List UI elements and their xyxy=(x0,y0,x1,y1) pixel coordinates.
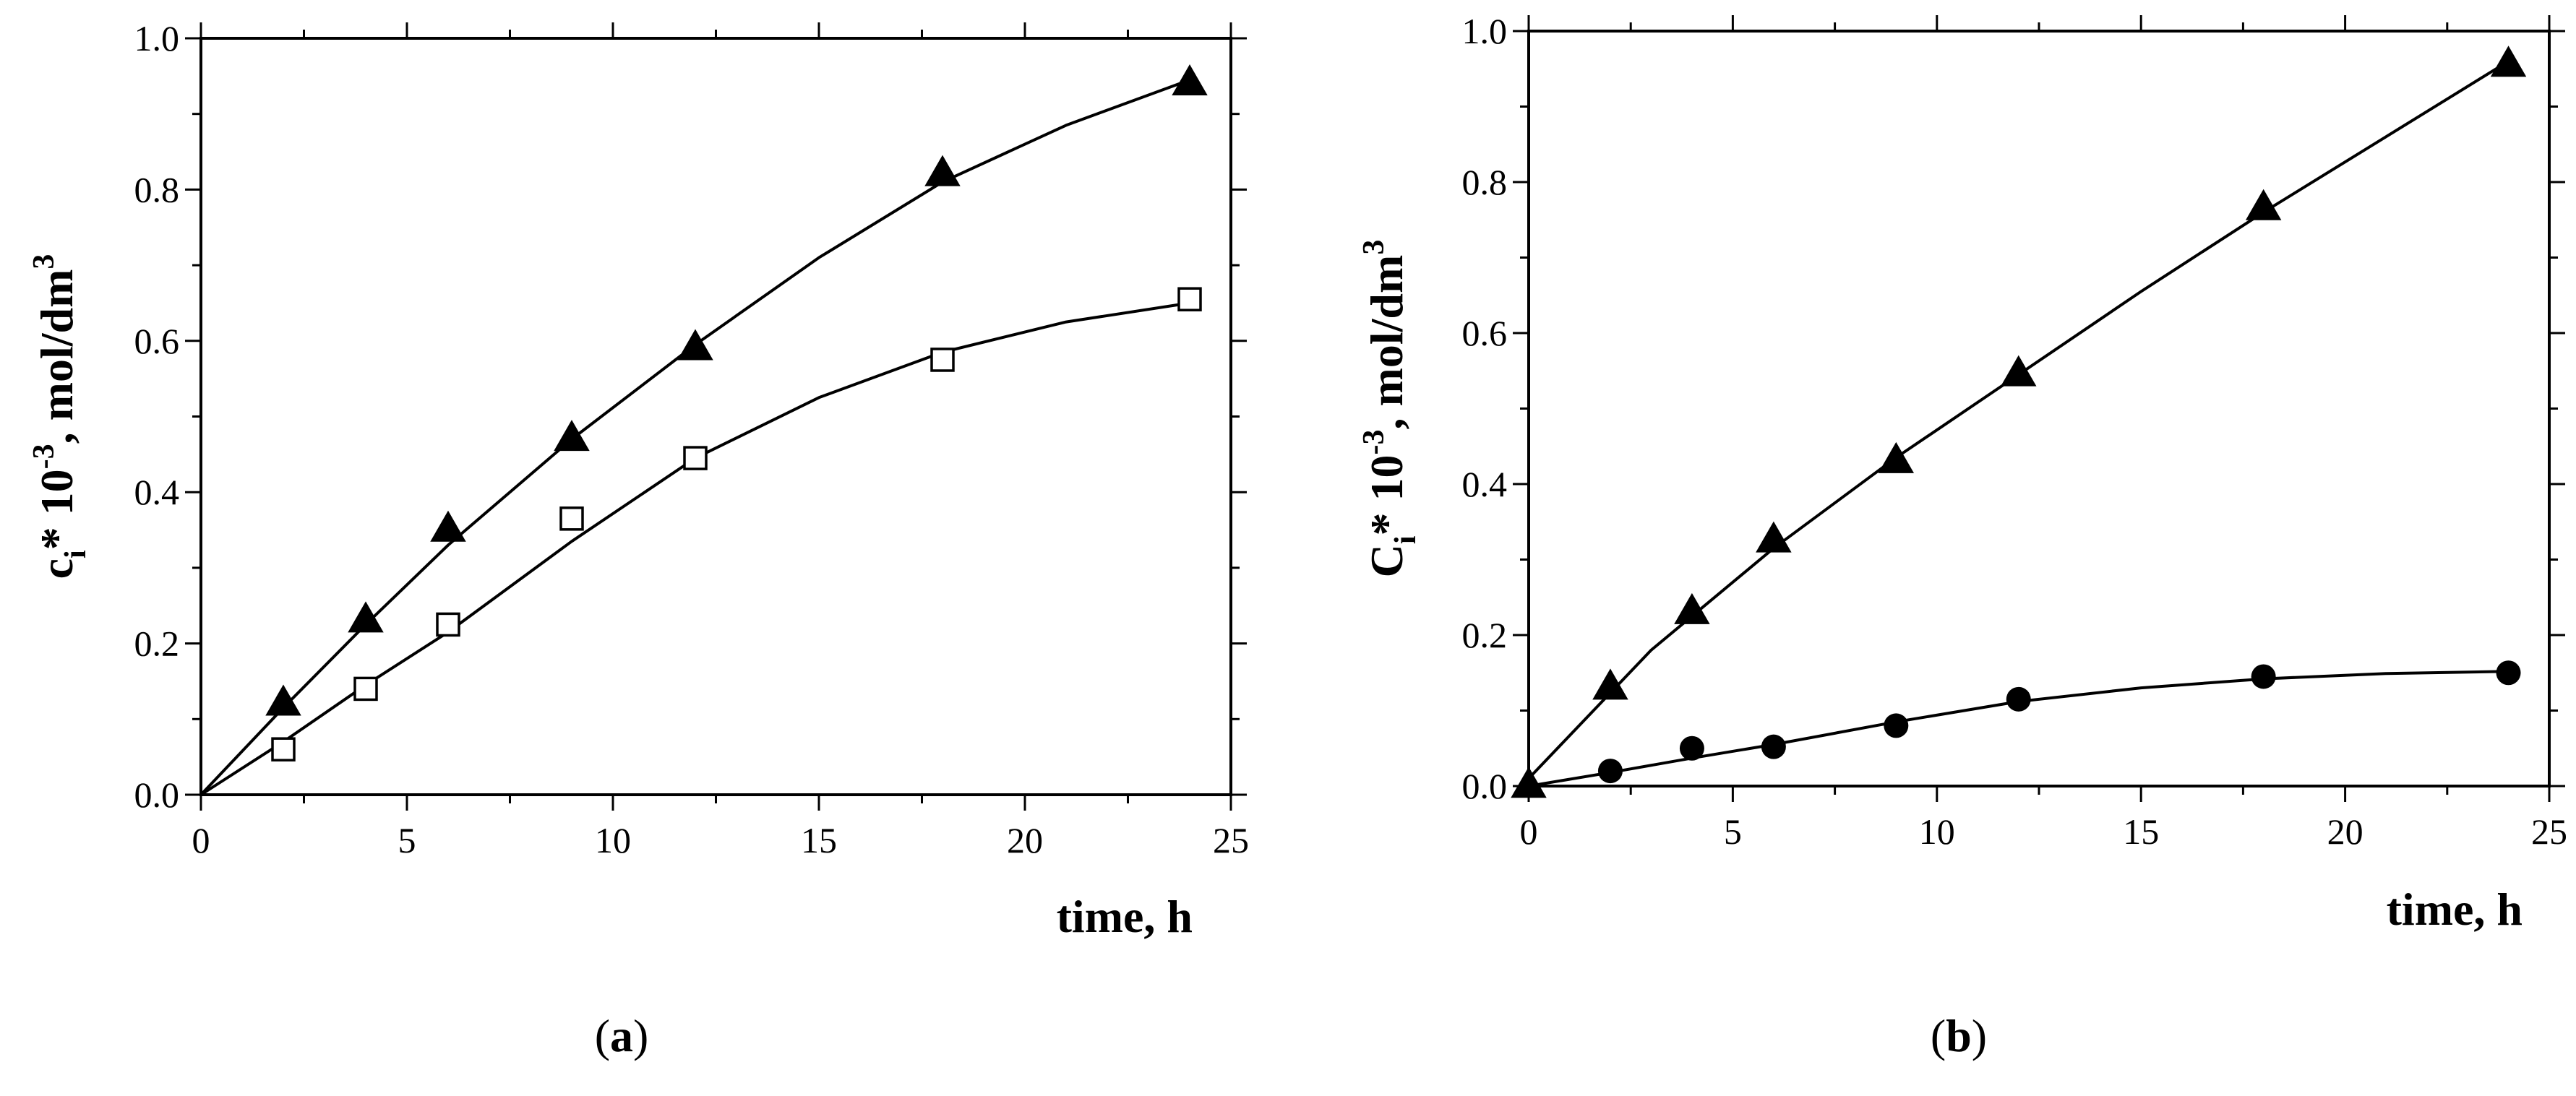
data-point-triangle xyxy=(1878,441,1915,473)
panel-label-letter: b xyxy=(1946,1010,1972,1061)
x-tick-label: 25 xyxy=(2531,811,2567,852)
data-point-triangle xyxy=(348,601,384,633)
y-axis-title-sub: i xyxy=(59,550,93,558)
x-tick-label: 15 xyxy=(801,820,837,860)
data-point-square xyxy=(930,348,955,372)
panel-label-close: ) xyxy=(633,1010,648,1061)
fit-line-filled-circle xyxy=(1528,670,2509,788)
data-point-circle xyxy=(1884,713,1909,738)
y-axis-title-exp2: 3 xyxy=(27,254,61,269)
y-axis-title: ci* 10-3, mol/dm3 xyxy=(27,254,93,579)
y-axis-title-base: C xyxy=(1361,544,1412,577)
x-axis-title: time, h xyxy=(2387,884,2523,935)
fit-line-filled-triangle xyxy=(199,78,1190,796)
x-tick-label: 20 xyxy=(2327,811,2364,852)
y-axis-title-unit: , mol/dm xyxy=(1361,255,1412,430)
x-tick-label: 15 xyxy=(2123,811,2159,852)
data-point-triangle xyxy=(2001,355,2037,387)
data-point-triangle xyxy=(430,510,466,542)
panel-label-close: ) xyxy=(1972,1010,1987,1061)
data-point-triangle xyxy=(924,155,961,186)
data-point-triangle xyxy=(265,684,301,716)
data-point-circle xyxy=(1679,735,1704,761)
panel-a: 0 5 10 15 20 25 0.0 0.2 0.4 0.6 0.8 1.0 time, h ci* 1… xyxy=(27,18,1249,1061)
x-tick-label: 10 xyxy=(1919,811,1955,852)
data-point-circle xyxy=(1761,734,1786,759)
panel-label-open: ( xyxy=(1931,1010,1946,1061)
x-tick-label: 5 xyxy=(1724,811,1742,852)
data-point-triangle xyxy=(2245,189,2282,220)
x-axis-title: time, h xyxy=(1057,891,1193,942)
y-tick-label: 0.0 xyxy=(1462,766,1508,806)
data-point-circle xyxy=(2251,664,2276,689)
y-tick-label: 0.2 xyxy=(134,623,180,664)
panel-label: (b) xyxy=(1931,1010,1987,1061)
x-tick-label: 0 xyxy=(192,820,210,860)
x-tick-label: 0 xyxy=(1520,811,1538,852)
data-point-square xyxy=(436,612,460,637)
y-axis-title-mid: * 10 xyxy=(31,469,82,550)
data-point-triangle xyxy=(1172,64,1208,96)
y-axis-title-exp1: -3 xyxy=(27,444,61,469)
x-tick-label: 20 xyxy=(1007,820,1043,860)
y-tick-label: 0.8 xyxy=(134,169,180,210)
y-tick-label: 0.6 xyxy=(134,321,180,361)
data-point-triangle xyxy=(1592,668,1628,700)
panel-b: 0 5 10 15 20 25 0.0 0.2 0.4 0.6 0.8 1.0 time, h Ci* 1… xyxy=(1357,11,2567,1061)
data-point-triangle xyxy=(2490,46,2527,77)
y-tick-label: 0.6 xyxy=(1462,313,1508,353)
data-point-circle xyxy=(2006,686,2031,712)
y-axis-title-unit: , mol/dm xyxy=(31,269,82,444)
x-tick-label: 25 xyxy=(1213,820,1249,860)
panel-label-open: ( xyxy=(595,1010,610,1061)
data-point-square xyxy=(353,676,378,702)
data-point-square xyxy=(559,506,584,531)
y-axis-title-sub: i xyxy=(1389,535,1422,544)
fit-line-open-square xyxy=(199,301,1190,796)
y-tick-label: 1.0 xyxy=(1462,11,1508,51)
data-point-triangle xyxy=(677,329,713,361)
y-tick-label: 0.4 xyxy=(1462,464,1508,504)
y-tick-label: 0.0 xyxy=(134,774,180,815)
data-point-circle xyxy=(2496,660,2521,686)
panel-label: (a) xyxy=(595,1010,649,1061)
x-tick-label: 10 xyxy=(595,820,631,860)
data-point-square xyxy=(1177,287,1202,311)
y-axis-title-mid: * 10 xyxy=(1361,454,1412,535)
data-point-triangle xyxy=(1511,767,1547,798)
data-point-square xyxy=(683,446,708,470)
y-axis-title-exp1: -3 xyxy=(1357,429,1391,454)
data-point-square xyxy=(271,737,296,761)
y-tick-label: 1.0 xyxy=(134,18,180,59)
data-point-triangle xyxy=(1674,592,1710,624)
data-point-triangle xyxy=(554,420,590,452)
x-tick-label: 5 xyxy=(398,820,416,860)
y-axis-title-base: c xyxy=(31,558,82,579)
y-axis-title-exp2: 3 xyxy=(1357,240,1391,255)
y-tick-label: 0.2 xyxy=(1462,615,1508,655)
panel-label-letter: a xyxy=(610,1010,633,1061)
y-axis-title: Ci* 10-3, mol/dm3 xyxy=(1357,240,1422,578)
y-tick-label: 0.8 xyxy=(1462,162,1508,202)
data-point-circle xyxy=(1597,759,1623,784)
data-point-triangle xyxy=(1756,521,1792,553)
fit-line-filled-triangle xyxy=(1527,60,2510,780)
y-tick-label: 0.4 xyxy=(134,472,180,512)
